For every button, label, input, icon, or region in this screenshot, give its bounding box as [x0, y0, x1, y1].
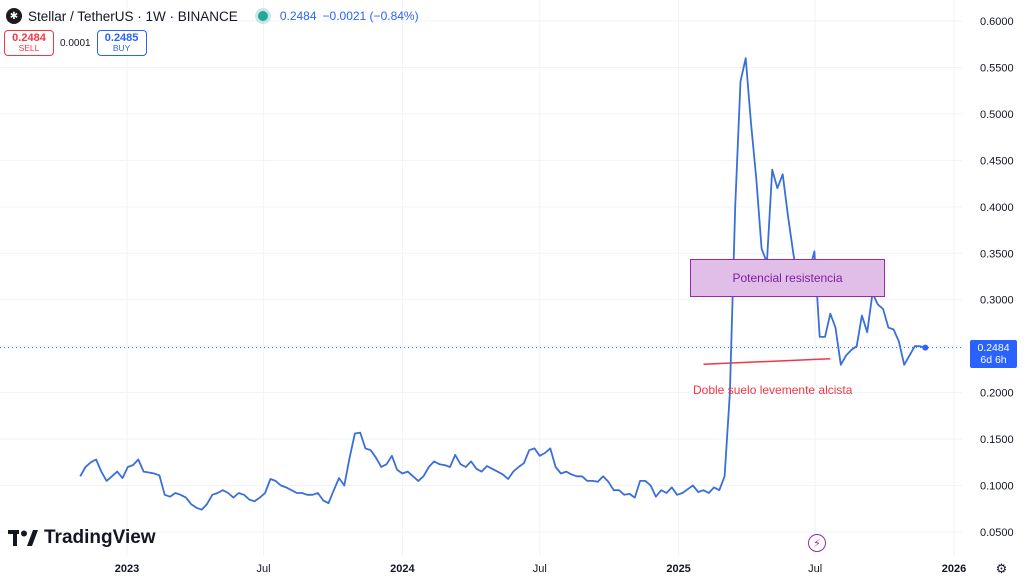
x-tick-label: Jul — [533, 563, 547, 575]
tradingview-mark-icon — [8, 530, 38, 546]
settings-icon[interactable]: ⚙ — [995, 561, 1008, 576]
last-price: 0.2484 — [279, 9, 317, 23]
stellar-logo-icon: ✱ — [6, 8, 22, 24]
y-tick-label: 0.0500 — [980, 527, 1014, 539]
trade-panel: 0.2484 SELL 0.0001 0.2485 BUY — [4, 30, 147, 56]
sell-price: 0.2484 — [12, 31, 46, 44]
x-tick-label: 2025 — [666, 563, 690, 575]
buy-button[interactable]: 0.2485 BUY — [96, 30, 147, 56]
x-tick-label: Jul — [808, 563, 822, 575]
x-axis: 2023 Jul 2024 Jul 2025 Jul 2026 — [115, 563, 966, 575]
y-tick-label: 0.3000 — [980, 295, 1014, 307]
x-tick-label: 2024 — [390, 563, 415, 575]
x-tick-label: Jul — [257, 563, 271, 575]
buy-price: 0.2485 — [104, 31, 139, 44]
tradingview-logo[interactable]: TradingView — [8, 527, 156, 549]
support-label[interactable]: Doble suelo levemente alcista — [693, 383, 853, 397]
x-tick-label: 2026 — [942, 563, 966, 575]
sell-label: SELL — [18, 43, 40, 54]
last-price-point — [922, 344, 929, 351]
y-tick-label: 0.4000 — [980, 202, 1014, 214]
flash-icon[interactable]: ⚡ — [808, 534, 826, 552]
y-tick-label: 0.4500 — [980, 155, 1014, 167]
y-tick-label: 0.5500 — [980, 62, 1014, 74]
y-tick-label: 0.6000 — [980, 16, 1014, 28]
chart-header: ✱ Stellar / TetherUS · 1W · BINANCE 0.24… — [6, 5, 419, 27]
resistance-label: Potencial resistencia — [732, 271, 843, 285]
spread-value: 0.0001 — [60, 37, 91, 49]
buy-label: BUY — [112, 43, 131, 54]
sell-button[interactable]: 0.2484 SELL — [4, 30, 54, 56]
current-price-tag: 0.2484 6d 6h — [970, 340, 1017, 368]
y-tick-label: 0.2000 — [980, 388, 1014, 400]
symbol-title[interactable]: Stellar / TetherUS · 1W · BINANCE — [28, 8, 238, 24]
market-status-icon — [257, 11, 268, 21]
y-tick-label: 0.1500 — [980, 434, 1014, 446]
resistance-zone[interactable]: Potencial resistencia — [690, 259, 885, 297]
y-tick-label: 0.5000 — [980, 109, 1014, 121]
support-trendline — [703, 357, 831, 366]
series-line — [79, 57, 926, 511]
y-tick-label: 0.1000 — [980, 481, 1014, 493]
price-change: −0.0021 (−0.84%) — [322, 9, 419, 23]
x-tick-label: 2023 — [115, 563, 139, 575]
price-tag-value: 0.2484 — [977, 341, 1010, 354]
price-tag-countdown: 6d 6h — [980, 354, 1007, 366]
tradingview-wordmark: TradingView — [44, 527, 156, 548]
y-axis: 0.6000 0.5500 0.5000 0.4500 0.4000 0.3500 0.30… — [980, 16, 1014, 539]
y-tick-label: 0.3500 — [980, 248, 1014, 260]
